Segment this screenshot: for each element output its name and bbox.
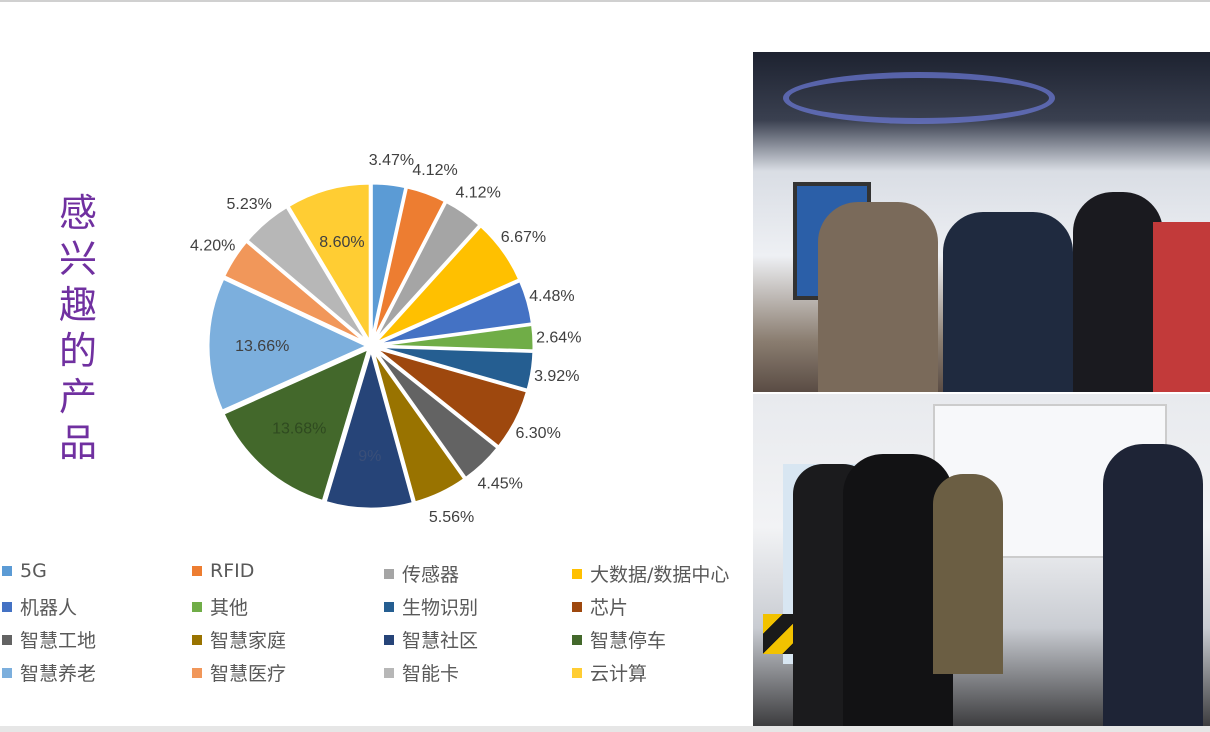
legend-label: RFID bbox=[210, 560, 255, 582]
legend-label: 5G bbox=[20, 560, 47, 582]
pie-data-label: 13.68% bbox=[272, 421, 326, 438]
pie-data-label: 4.12% bbox=[412, 162, 457, 179]
legend-label: 智慧养老 bbox=[20, 663, 97, 685]
title-char: 产 bbox=[58, 375, 97, 419]
pie-data-label: 6.67% bbox=[501, 229, 546, 246]
legend-swatch bbox=[384, 601, 394, 612]
legend-label: 智慧工地 bbox=[20, 630, 97, 652]
expo-photo-face-recognition bbox=[753, 52, 1210, 392]
pie-data-label: 6.30% bbox=[515, 425, 560, 442]
title-char: 趣 bbox=[58, 283, 97, 327]
pie-data-label: 5.23% bbox=[227, 196, 272, 213]
pie-data-label: 13.66% bbox=[235, 338, 289, 355]
legend-label: 智慧医疗 bbox=[210, 663, 287, 685]
legend-item: 5G bbox=[2, 560, 47, 582]
legend-swatch bbox=[192, 634, 202, 645]
legend-swatch bbox=[192, 601, 202, 612]
legend-label: 生物识别 bbox=[402, 597, 479, 619]
legend-swatch bbox=[192, 667, 202, 678]
legend-swatch bbox=[2, 667, 12, 678]
legend-item: 智慧医疗 bbox=[192, 659, 286, 686]
legend-label: 智慧停车 bbox=[590, 630, 667, 652]
expo-photo-electrical-safety-booth bbox=[753, 394, 1210, 728]
legend-item: 大数据/数据中心 bbox=[572, 560, 729, 587]
legend-item: 智慧工地 bbox=[2, 626, 96, 653]
pie-data-label: 9% bbox=[358, 448, 381, 465]
legend-swatch bbox=[572, 601, 582, 612]
pie-data-label: 2.64% bbox=[536, 329, 581, 346]
legend-swatch bbox=[2, 634, 12, 645]
title-char: 品 bbox=[58, 421, 97, 465]
pie-slice bbox=[206, 276, 372, 414]
legend-item: RFID bbox=[192, 560, 254, 582]
legend-item: 传感器 bbox=[384, 560, 459, 587]
legend-swatch bbox=[384, 568, 394, 579]
pie-data-label: 4.12% bbox=[455, 185, 500, 202]
legend-swatch bbox=[2, 566, 12, 576]
legend-label: 智慧社区 bbox=[402, 630, 479, 652]
legend-label: 大数据/数据中心 bbox=[590, 564, 730, 586]
pie-data-label: 4.48% bbox=[529, 288, 574, 305]
pie-data-label: 4.45% bbox=[477, 476, 522, 493]
legend-swatch bbox=[192, 566, 202, 576]
legend-swatch bbox=[572, 667, 582, 678]
pie-slice bbox=[285, 181, 372, 349]
title-char: 感 bbox=[58, 191, 97, 235]
legend-label: 智能卡 bbox=[402, 663, 460, 685]
legend-item: 智慧家庭 bbox=[192, 626, 286, 653]
legend-item: 智能卡 bbox=[384, 659, 459, 686]
legend-item: 云计算 bbox=[572, 659, 647, 686]
legend-swatch bbox=[572, 568, 582, 579]
legend-swatch bbox=[384, 667, 394, 678]
title-char: 兴 bbox=[58, 237, 97, 281]
vertical-title: 感 兴 趣 的 产 品 bbox=[56, 190, 100, 466]
legend-item: 芯片 bbox=[572, 593, 628, 620]
legend-item: 智慧社区 bbox=[384, 626, 478, 653]
pie-data-label: 4.20% bbox=[190, 238, 235, 255]
pie-slice bbox=[220, 345, 372, 504]
legend-item: 机器人 bbox=[2, 593, 77, 620]
legend-label: 其他 bbox=[210, 597, 249, 619]
title-char: 的 bbox=[58, 329, 97, 373]
legend-item: 其他 bbox=[192, 593, 248, 620]
pie-data-label: 5.56% bbox=[429, 509, 474, 526]
pie-data-label: 3.47% bbox=[369, 152, 414, 169]
pie-data-label: 8.60% bbox=[319, 234, 364, 251]
legend-label: 智慧家庭 bbox=[210, 630, 287, 652]
legend-item: 智慧停车 bbox=[572, 626, 666, 653]
legend-label: 机器人 bbox=[20, 597, 78, 619]
legend-swatch bbox=[384, 634, 394, 645]
pie-data-label: 3.92% bbox=[534, 368, 579, 385]
bottom-divider bbox=[0, 726, 1210, 732]
legend-item: 生物识别 bbox=[384, 593, 478, 620]
legend-item: 智慧养老 bbox=[2, 659, 96, 686]
legend-swatch bbox=[572, 634, 582, 645]
pie-chart: 3.47%4.12%4.12%6.67%4.48%2.64%3.92%6.30%… bbox=[190, 152, 581, 526]
legend-swatch bbox=[2, 601, 12, 612]
top-divider bbox=[0, 0, 1210, 2]
pie-slice bbox=[323, 343, 416, 511]
legend-label: 芯片 bbox=[590, 597, 629, 619]
legend-label: 传感器 bbox=[402, 564, 460, 586]
legend-label: 云计算 bbox=[590, 663, 648, 685]
